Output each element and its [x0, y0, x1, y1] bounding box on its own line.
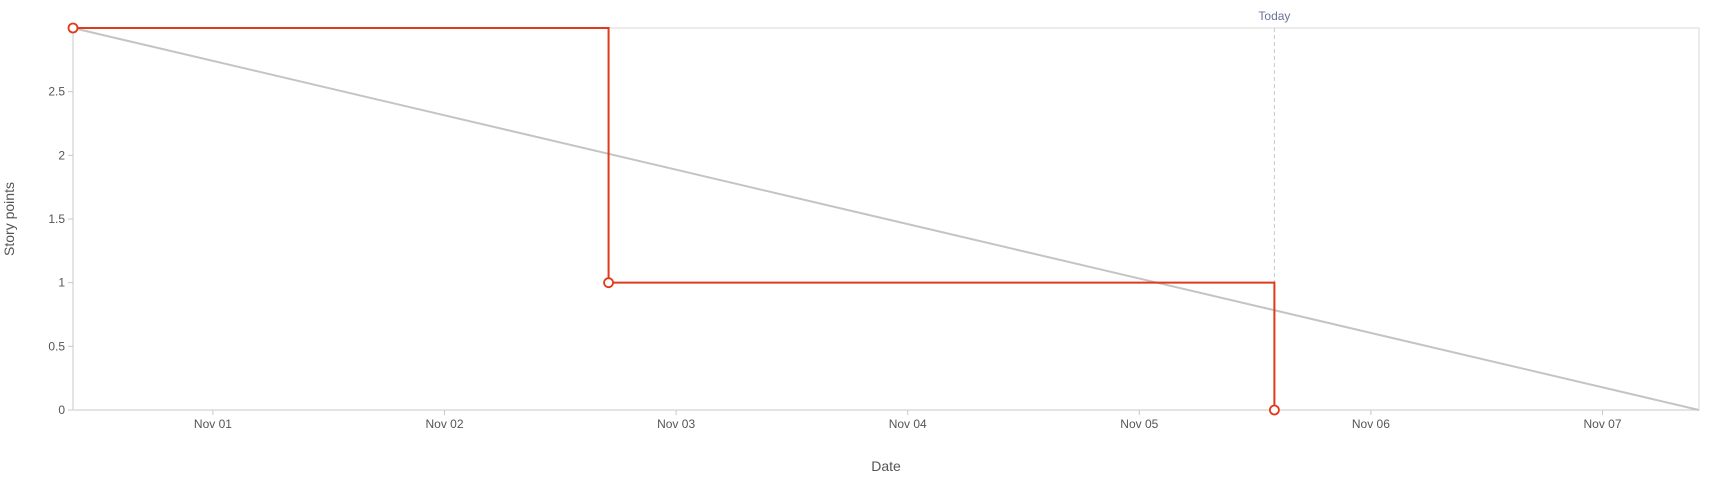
y-axis-title: Story points: [1, 182, 17, 256]
x-tick-label: Nov 04: [889, 417, 927, 431]
today-label: Today: [1258, 9, 1290, 23]
y-tick-label: 1.5: [48, 212, 65, 226]
x-tick-label: Nov 03: [657, 417, 695, 431]
x-tick-label: Nov 02: [426, 417, 464, 431]
data-point-marker: [67, 22, 79, 34]
x-tick-label: Nov 05: [1120, 417, 1158, 431]
x-axis-ticks: Nov 01 Nov 02 Nov 03 Nov 04 Nov 05 Nov 06 Nov …: [194, 410, 1622, 431]
guideline-series-line: [72, 27, 1700, 411]
x-tick-label: Nov 01: [194, 417, 232, 431]
series-layer: [67, 22, 1700, 416]
y-tick-label: 2.5: [48, 85, 65, 99]
x-axis-title: Date: [871, 458, 901, 474]
y-tick-label: 0: [58, 403, 65, 417]
x-tick-label: Nov 06: [1352, 417, 1390, 431]
data-point-marker: [1269, 404, 1280, 416]
remaining-series-line: [73, 27, 1276, 410]
y-axis-ticks: 0 0.5 1 1.5 2 2.5: [48, 85, 73, 417]
y-tick-label: 2: [58, 148, 65, 162]
x-tick-label: Nov 07: [1583, 417, 1621, 431]
data-point-marker: [603, 277, 614, 289]
y-tick-label: 1: [58, 276, 65, 290]
y-tick-label: 0.5: [48, 339, 65, 353]
